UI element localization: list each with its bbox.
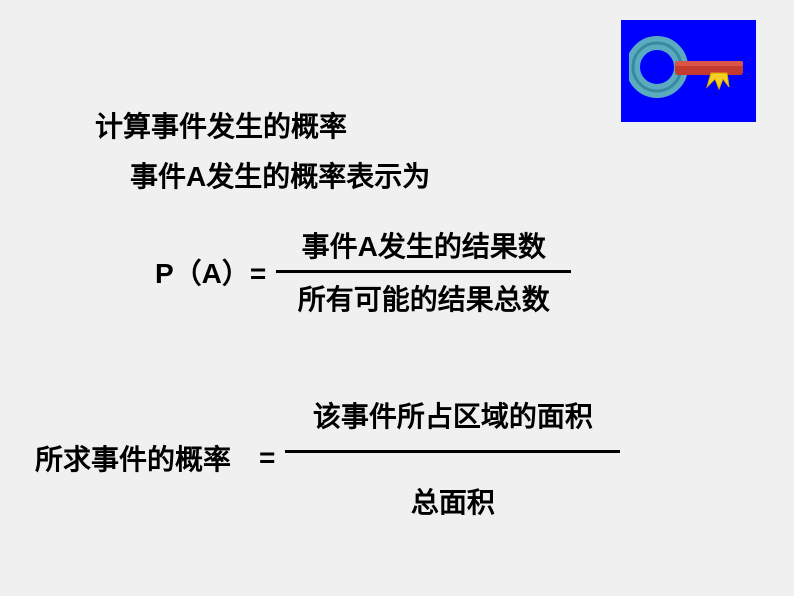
formula1-denominator: 所有可能的结果总数 xyxy=(288,273,560,318)
key-icon xyxy=(629,29,749,114)
formula2-equals: = xyxy=(259,442,275,474)
formula2-denominator: 总面积 xyxy=(401,453,505,521)
fraction2: 该事件所占区域的面积 总面积 xyxy=(285,395,620,521)
formula1-left: P（A）= xyxy=(155,252,266,292)
formula2-left: 所求事件的概率 xyxy=(35,438,231,478)
formula-area-probability: 所求事件的概率 = 该事件所占区域的面积 总面积 xyxy=(35,395,620,521)
formula2-numerator: 该事件所占区域的面积 xyxy=(303,395,603,450)
page-title: 计算事件发生的概率 xyxy=(95,105,347,145)
formula1-numerator: 事件A发生的结果数 xyxy=(292,225,556,270)
formula-probability: P（A）= 事件A发生的结果数 所有可能的结果总数 xyxy=(155,225,571,318)
page-subtitle: 事件A发生的概率表示为 xyxy=(130,155,430,195)
key-image xyxy=(621,20,756,122)
fraction1: 事件A发生的结果数 所有可能的结果总数 xyxy=(276,225,571,318)
